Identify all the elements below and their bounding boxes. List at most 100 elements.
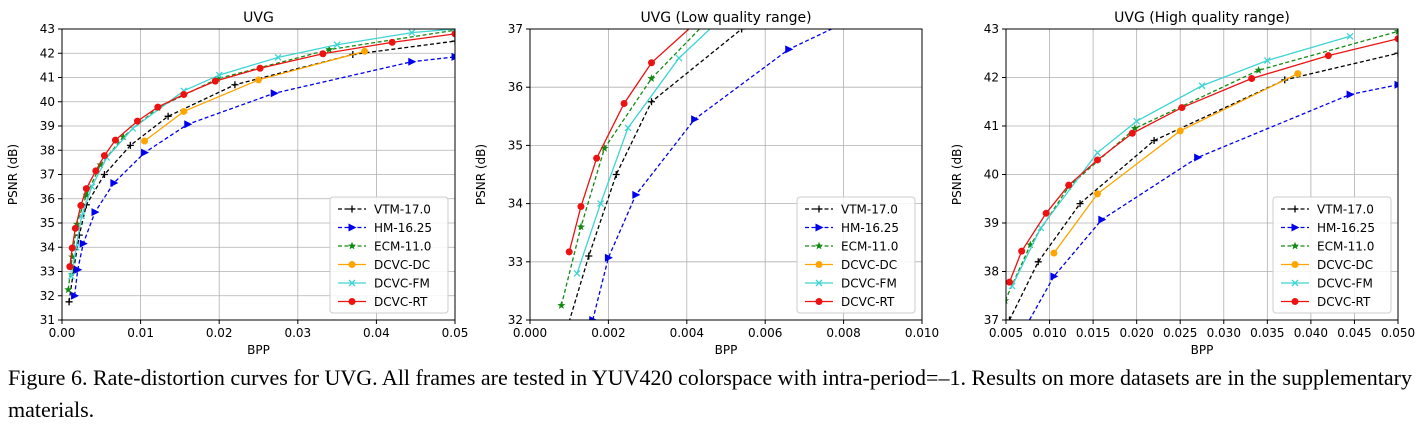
legend-label: VTM-17.0 — [374, 203, 431, 217]
x-axis-label: BPP — [715, 343, 738, 357]
data-point-dcvc-rt — [100, 152, 108, 160]
legend-label: DCVC-DC — [841, 258, 897, 272]
data-point-ecm-11.0 — [96, 160, 105, 169]
data-point-ecm-11.0 — [68, 252, 77, 261]
legend-label: HM-16.25 — [374, 221, 432, 235]
series-line-hm-16.25 — [592, 29, 834, 320]
data-point-dcvc-rt — [133, 117, 141, 125]
y-tick-label: 38 — [40, 143, 55, 157]
data-point-ecm-11.0 — [1026, 240, 1035, 249]
y-tick-label: 39 — [984, 216, 999, 230]
data-point-vtm-17.0 — [1076, 200, 1084, 208]
chart-panel-2: 0.000 0.002 0.004 0.006 0.008 0.010 32 33 34 35 36… — [474, 2, 939, 357]
legend-marker — [348, 241, 356, 250]
data-point-hm-16.25 — [79, 239, 88, 248]
data-point-dcvc-rt — [180, 90, 188, 98]
x-tick-label: 0.01 — [127, 326, 154, 340]
data-point-dcvc-rt — [82, 185, 90, 193]
data-point-dcvc-dc — [255, 76, 262, 84]
data-point-dcvc-fm — [1094, 149, 1101, 157]
data-point-dcvc-fm — [573, 269, 581, 277]
data-point-dcvc-rt — [256, 64, 264, 72]
data-point-hm-16.25 — [71, 291, 80, 300]
data-point-dcvc-dc — [1176, 127, 1184, 135]
y-tick-label: 33 — [40, 265, 55, 279]
data-point-dcvc-fm — [597, 200, 605, 208]
data-point-ecm-11.0 — [213, 74, 222, 83]
legend: VTM-17.0 HM-16.25 ECM-11.0 DCVC-DC DCVC-FM DC… — [796, 196, 916, 314]
series-line-hm-16.25 — [73, 56, 455, 296]
legend-label: DCVC-FM — [841, 277, 897, 291]
data-point-vtm-17.0 — [1034, 258, 1042, 266]
data-point-dcvc-rt — [388, 38, 396, 46]
data-point-ecm-11.0 — [1006, 298, 1010, 304]
series-line-ecm-11.0 — [1006, 30, 1398, 301]
data-point-ecm-11.0 — [119, 132, 128, 141]
data-point-hm-16.25 — [1346, 90, 1355, 99]
y-tick-label: 36 — [40, 192, 55, 206]
chart-panel-3: 0.005 0.010 0.015 0.020 0.025 0.030 0.035 0.040… — [950, 10, 1415, 357]
x-tick-label: 0.02 — [206, 326, 233, 340]
y-tick-label: 32 — [508, 313, 523, 327]
chart-title: UVG — [243, 10, 274, 26]
x-tick-label: 0.03 — [284, 326, 311, 340]
data-point-dcvc-rt — [1248, 74, 1256, 82]
axes-frame — [529, 28, 923, 321]
y-tick-label: 33 — [508, 255, 523, 269]
data-point-dcvc-fm — [1133, 117, 1141, 125]
series-line-vtm-17.0 — [568, 29, 743, 320]
legend-label: DCVC-RT — [374, 295, 428, 309]
y-tick-label: 42 — [984, 71, 999, 85]
data-point-vtm-17.0 — [738, 29, 746, 33]
legend: VTM-17.0 HM-16.25 ECM-11.0 DCVC-DC DCVC-FM DC… — [329, 196, 449, 314]
data-point-hm-16.25 — [184, 120, 193, 129]
legend: VTM-17.0 HM-16.25 ECM-11.0 DCVC-DC DCVC-FM DC… — [1272, 196, 1392, 314]
y-tick-label: 40 — [40, 95, 55, 109]
y-tick-label: 35 — [508, 138, 523, 152]
data-point-dcvc-fm — [675, 54, 683, 62]
data-point-ecm-11.0 — [718, 2, 726, 10]
y-tick-label: 37 — [984, 313, 999, 327]
legend-marker — [815, 298, 823, 305]
figure-caption: Figure 6. Rate-distortion curves for UVG… — [8, 365, 1412, 422]
data-point-dcvc-dc — [1294, 70, 1302, 78]
data-point-ecm-11.0 — [647, 74, 656, 82]
series-group — [557, 2, 834, 320]
legend-label: ECM-11.0 — [841, 240, 898, 254]
y-tick-label: 38 — [984, 265, 999, 279]
y-tick-label: 36 — [508, 80, 523, 94]
data-point-hm-16.25 — [91, 208, 100, 217]
data-point-hm-16.25 — [1194, 153, 1203, 162]
chart-title: UVG (Low quality range) — [640, 10, 811, 26]
data-point-dcvc-fm — [274, 53, 282, 61]
x-tick-label: 0.040 — [1294, 326, 1328, 340]
legend-marker — [1291, 261, 1299, 268]
legend-marker — [1291, 241, 1299, 250]
data-point-vtm-17.0 — [1006, 316, 1013, 320]
x-tick-label: 0.002 — [591, 326, 625, 340]
data-point-dcvc-rt — [1018, 247, 1026, 255]
x-tick-label: 0.000 — [513, 326, 547, 340]
legend-label: ECM-11.0 — [374, 240, 431, 254]
y-tick-label: 43 — [40, 22, 55, 36]
y-tick-label: 37 — [508, 22, 523, 36]
data-point-ecm-11.0 — [1394, 29, 1398, 35]
data-point-hm-16.25 — [1098, 215, 1107, 224]
data-point-dcvc-dc — [1093, 190, 1101, 198]
data-point-dcvc-fm — [1263, 57, 1271, 64]
data-point-vtm-17.0 — [1150, 137, 1158, 145]
x-tick-label: 0.004 — [670, 326, 704, 340]
x-tick-label: 0.010 — [905, 326, 939, 340]
legend-label: DCVC-RT — [1317, 295, 1371, 309]
legend-marker — [348, 261, 356, 268]
series-line-dcvc-rt — [1008, 38, 1398, 283]
data-point-dcvc-rt — [620, 99, 628, 107]
data-point-dcvc-rt — [154, 103, 162, 111]
data-point-vtm-17.0 — [231, 81, 239, 89]
legend-label: DCVC-RT — [841, 295, 895, 309]
legend-label: HM-16.25 — [1317, 221, 1375, 235]
legend-marker — [1291, 279, 1299, 287]
legend-label: DCVC-DC — [374, 258, 430, 272]
legend-marker — [348, 279, 356, 287]
x-tick-label: 0.050 — [1381, 326, 1415, 340]
